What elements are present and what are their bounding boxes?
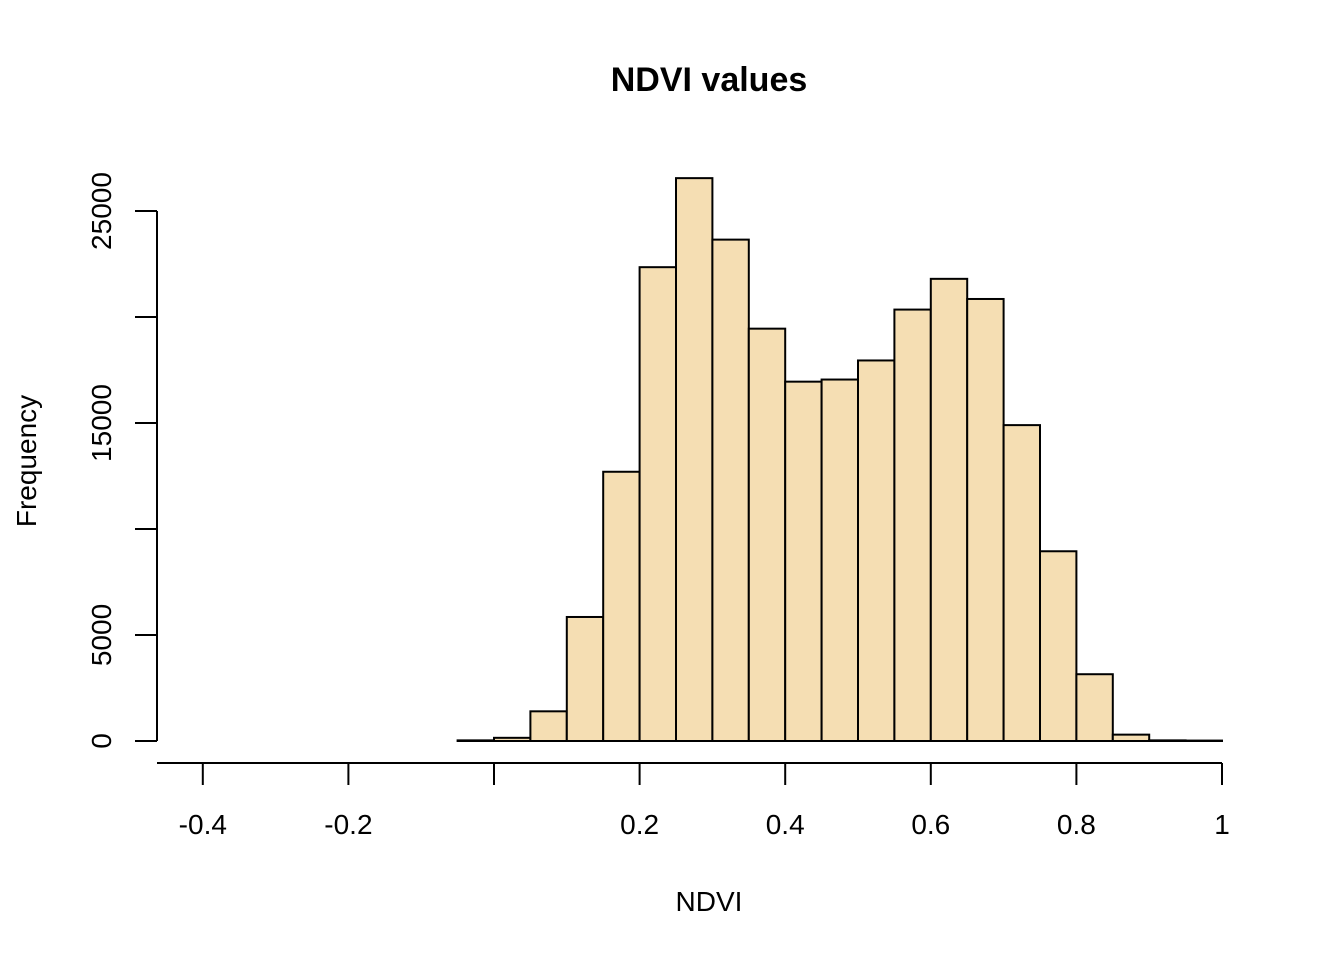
histogram-bar [602, 470, 641, 742]
histogram-bar [929, 277, 969, 742]
histogram-bar [857, 359, 896, 742]
x-tick-label: -0.4 [179, 809, 227, 840]
histogram-bar [711, 238, 750, 742]
histogram-bar [529, 710, 568, 743]
y-tick-label: 15000 [86, 384, 117, 462]
x-tick-label: 0.4 [766, 809, 805, 840]
histogram-bar [1111, 733, 1151, 743]
histogram-bar [1039, 550, 1078, 743]
x-axis-label: NDVI [676, 886, 743, 917]
histogram-bar [784, 380, 823, 742]
x-tick-label: 0.6 [911, 809, 950, 840]
y-tick-label: 5000 [86, 604, 117, 666]
histogram-bar [638, 266, 677, 742]
histogram-bar [1075, 673, 1114, 742]
histogram-bar [493, 736, 532, 743]
chart-title: NDVI values [611, 61, 808, 99]
y-tick-label: 0 [86, 733, 117, 749]
x-tick-label: 1 [1214, 809, 1230, 840]
x-tick-label: -0.2 [324, 809, 372, 840]
histogram-bar [966, 297, 1005, 742]
histogram-bar [1148, 739, 1187, 743]
histogram-bar [1002, 424, 1041, 742]
y-tick-label: 25000 [86, 172, 117, 250]
x-tick-label: 0.2 [620, 809, 659, 840]
histogram-bar [456, 739, 496, 743]
histogram-bar [675, 177, 714, 742]
histogram-bar [747, 327, 787, 742]
x-axis: -0.4 -0.2 0.2 0.4 0.6 0.8 1 [157, 762, 1230, 840]
histogram-bar [893, 308, 932, 742]
y-axis-label: Frequency [11, 395, 42, 527]
y-axis: 0 5000 15000 25000 [86, 172, 158, 749]
histogram-bar [565, 615, 605, 742]
histogram-bar [820, 378, 859, 742]
x-tick-label: 0.8 [1057, 809, 1096, 840]
bars-group [456, 177, 1223, 743]
